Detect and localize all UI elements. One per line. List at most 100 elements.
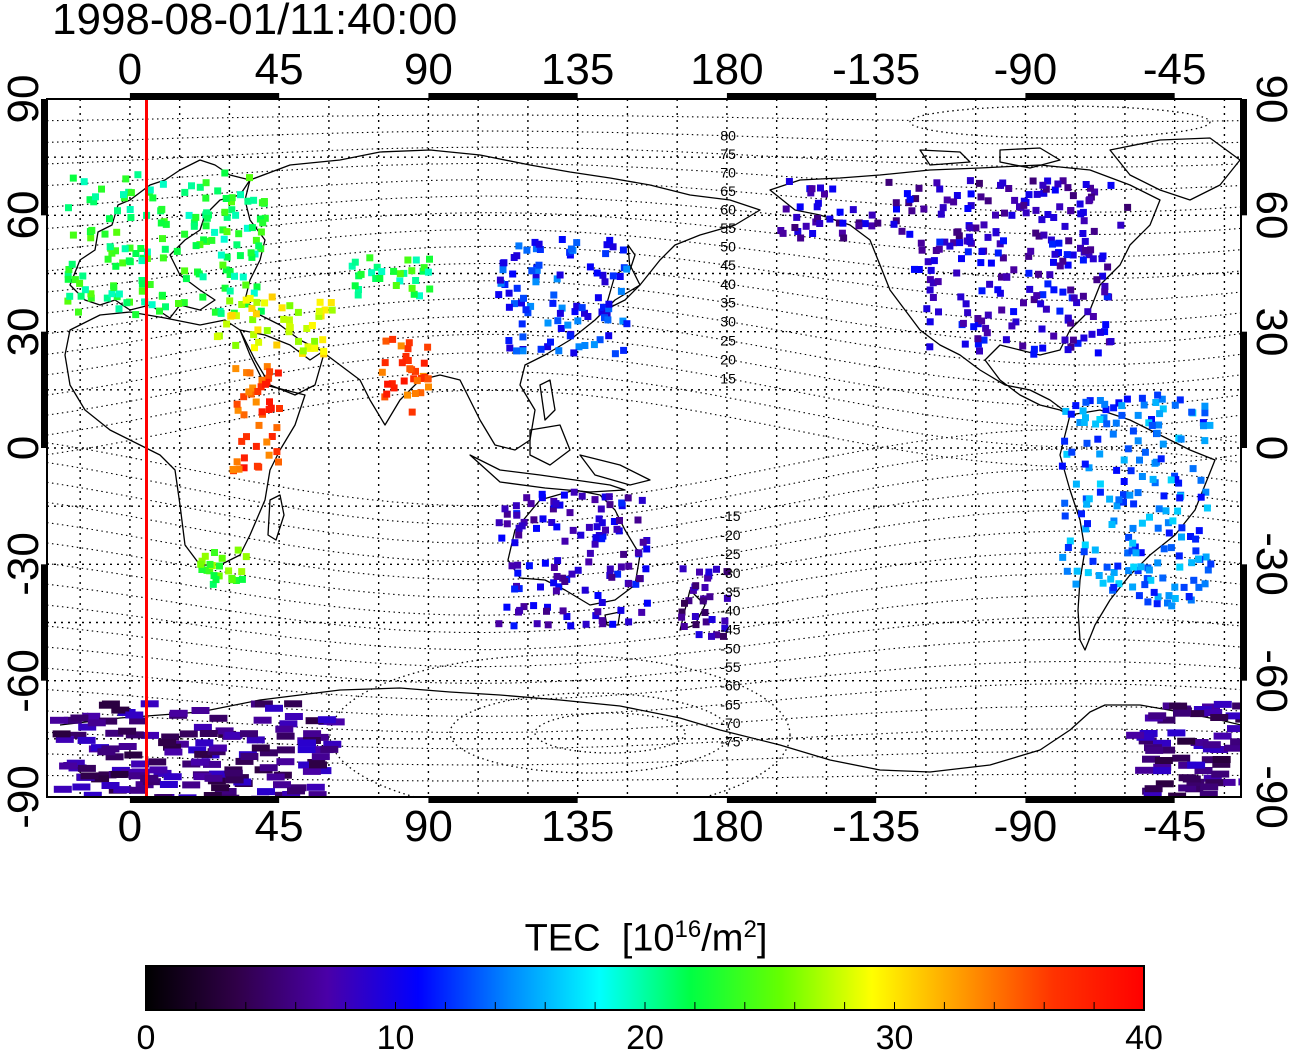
tec-pixel bbox=[122, 175, 130, 183]
tec-pixel bbox=[259, 219, 267, 227]
tec-pixel bbox=[594, 294, 602, 302]
tec-pixel bbox=[782, 205, 790, 213]
tec-pixel bbox=[1081, 237, 1089, 245]
tec-pixel bbox=[977, 259, 985, 267]
tec-pixel bbox=[1127, 467, 1135, 475]
coastline-borneo bbox=[529, 424, 571, 466]
tec-pixel bbox=[376, 275, 384, 282]
tec-pixel bbox=[779, 229, 787, 237]
magnetic-latitude-label: 40 bbox=[720, 276, 736, 292]
tec-pixel bbox=[817, 184, 824, 192]
tec-pixel bbox=[639, 538, 647, 546]
tec-pixel bbox=[559, 574, 567, 582]
magnetic-latitude-label: 20 bbox=[720, 351, 736, 367]
tec-pixel bbox=[617, 606, 625, 614]
tec-pixel bbox=[625, 580, 633, 588]
tec-pixel bbox=[424, 375, 432, 383]
magnetic-latitude-contour bbox=[47, 370, 1241, 448]
tec-pixel bbox=[276, 405, 283, 412]
tec-pixel bbox=[231, 272, 238, 280]
tec-pixel bbox=[1002, 273, 1010, 281]
tec-pixel bbox=[1063, 251, 1071, 259]
tec-pixel bbox=[1152, 458, 1160, 466]
magnetic-latitude-label: 65 bbox=[720, 183, 736, 199]
tec-pixel bbox=[1110, 569, 1118, 576]
tec-pixel bbox=[501, 281, 509, 288]
tec-pixel bbox=[1002, 336, 1010, 344]
tec-pixel bbox=[573, 302, 581, 310]
tec-pixel bbox=[208, 744, 227, 752]
tec-pixel bbox=[533, 524, 540, 532]
tec-pixel bbox=[1168, 602, 1176, 610]
tec-pixel bbox=[972, 224, 980, 232]
coastline-indonesia bbox=[469, 454, 626, 493]
tec-pixel bbox=[992, 228, 1000, 236]
tec-pixel bbox=[308, 791, 327, 797]
tec-pixel bbox=[202, 222, 210, 230]
polar-contour bbox=[534, 712, 686, 754]
tec-pixel bbox=[194, 750, 213, 758]
tec-pixel bbox=[242, 296, 250, 304]
tec-pixel bbox=[1082, 247, 1089, 254]
tec-pixel bbox=[574, 566, 582, 574]
tec-pixel bbox=[304, 343, 312, 351]
tec-pixel bbox=[99, 717, 118, 725]
tec-pixel bbox=[378, 368, 386, 376]
tec-pixel bbox=[1059, 177, 1067, 185]
tec-pixel bbox=[1077, 210, 1085, 218]
tec-pixel bbox=[1138, 394, 1146, 402]
tec-pixel bbox=[203, 209, 211, 217]
tec-pixel bbox=[240, 730, 258, 738]
tec-pixel bbox=[419, 267, 427, 275]
tec-pixel bbox=[598, 617, 606, 625]
tec-pixel bbox=[1153, 739, 1171, 747]
tec-pixel bbox=[185, 211, 193, 219]
tec-pixel bbox=[1074, 339, 1082, 347]
tec-pixel bbox=[228, 206, 236, 214]
tec-pixel bbox=[890, 220, 898, 228]
tec-pixel bbox=[88, 226, 96, 234]
tec-pixel bbox=[405, 339, 413, 347]
tec-pixel bbox=[158, 739, 177, 747]
tec-pixel bbox=[180, 299, 188, 307]
tec-pixel bbox=[1080, 217, 1088, 225]
tec-pixel bbox=[211, 228, 219, 236]
tec-pixel bbox=[556, 501, 564, 509]
tec-pixel bbox=[793, 213, 801, 221]
tec-pixel bbox=[1030, 296, 1038, 304]
magnetic-latitude-label: -15 bbox=[720, 508, 740, 524]
tec-pixel bbox=[402, 353, 410, 360]
tec-pixel bbox=[598, 599, 606, 606]
tec-pixel bbox=[1079, 256, 1087, 264]
frame-segment bbox=[726, 797, 877, 803]
tec-pixel bbox=[1176, 563, 1184, 571]
tec-pixel bbox=[1096, 480, 1104, 488]
tec-pixel bbox=[1099, 579, 1107, 587]
tec-pixel bbox=[249, 384, 257, 392]
tec-pixel bbox=[591, 496, 599, 504]
tec-pixel bbox=[254, 700, 273, 708]
tec-pixel bbox=[1079, 407, 1087, 415]
tec-pixel bbox=[679, 565, 687, 573]
tec-pixel bbox=[207, 748, 226, 756]
tec-pixel bbox=[228, 194, 236, 202]
coastline-philippines bbox=[539, 379, 556, 421]
tec-pixel bbox=[162, 303, 169, 311]
tec-pixel bbox=[939, 204, 947, 212]
tec-pixel bbox=[373, 263, 381, 271]
tec-pixel bbox=[598, 535, 606, 543]
frame-segment bbox=[1241, 564, 1247, 681]
tec-pixel bbox=[1094, 435, 1102, 443]
tec-pixel bbox=[1059, 288, 1067, 296]
tec-pixel bbox=[268, 433, 276, 440]
tec-pixel bbox=[105, 753, 124, 761]
tec-pixel bbox=[929, 294, 937, 301]
tec-pixel bbox=[195, 739, 214, 747]
tec-pixel bbox=[550, 564, 558, 571]
tec-pixel bbox=[1155, 505, 1163, 513]
tec-pixel bbox=[721, 617, 729, 625]
tec-pixel bbox=[1201, 580, 1209, 588]
tec-pixel bbox=[50, 716, 68, 724]
tec-pixel bbox=[1190, 576, 1198, 584]
tec-pixel bbox=[961, 340, 969, 348]
